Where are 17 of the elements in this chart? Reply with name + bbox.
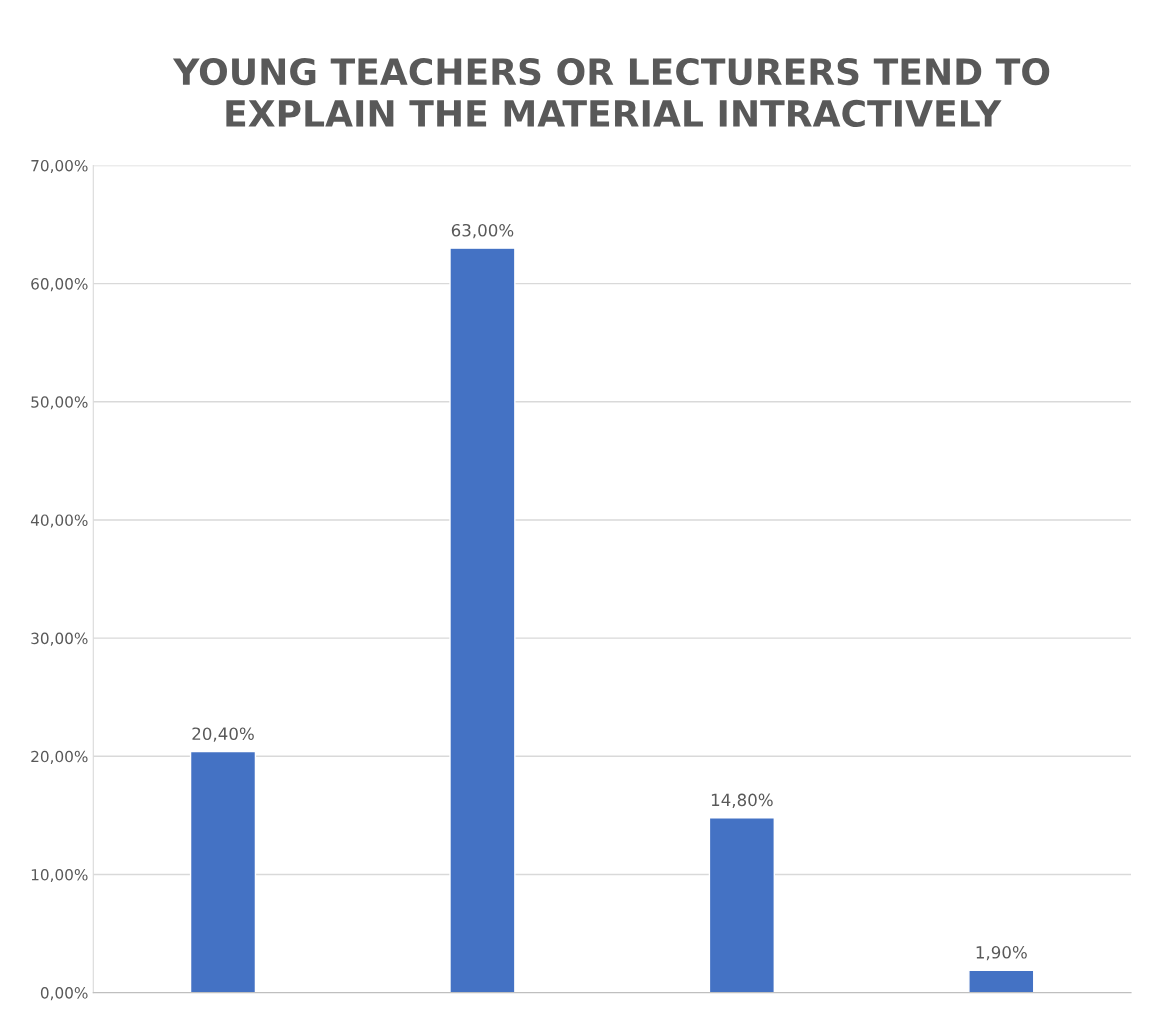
data-label: 14,80% [711,793,773,808]
data-label: 20,40% [192,727,254,742]
y-tick-label: 40,00% [30,514,88,528]
y-tick-label: 60,00% [31,278,88,292]
y-tick-label: 30,00% [31,632,88,646]
y-tick-label: 10,00% [31,868,88,883]
chart-title: YOUNG TEACHERS OR LECTURERS TEND TO EXPLAIN THE MATERIAL INTRACTIVELY [172,57,1050,128]
y-tick-label: 0,00% [40,987,88,1001]
data-label: 63,00% [451,223,514,239]
y-tick-label: 50,00% [31,396,88,410]
bar [708,817,775,993]
y-tick-label: 20,00% [31,750,88,764]
bar [449,247,516,993]
y-tick-label: 70,00% [31,159,88,174]
bar [968,969,1035,993]
bar [189,750,257,993]
data-label: 1,90% [976,946,1027,961]
